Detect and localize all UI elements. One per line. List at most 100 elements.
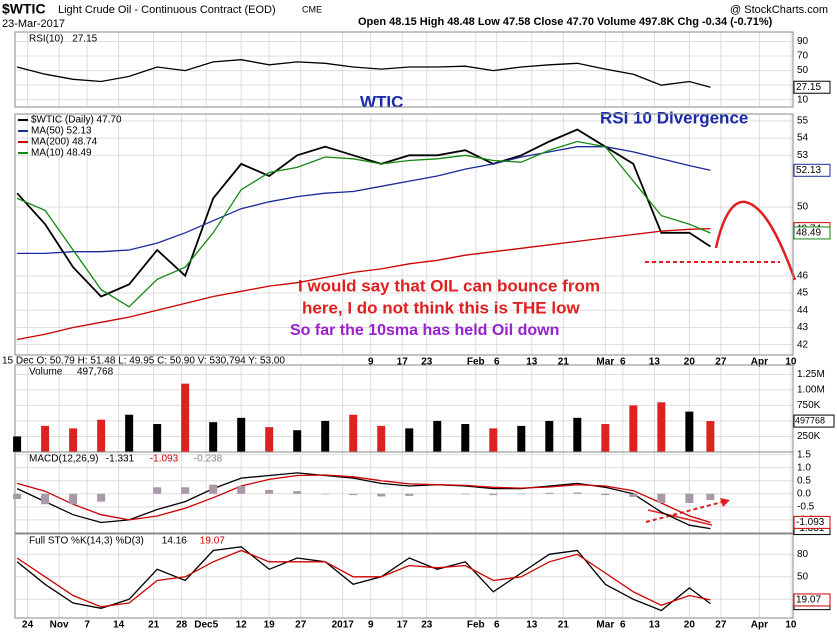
- x-tick-label: Apr: [751, 357, 768, 368]
- volume-bar: [405, 428, 414, 452]
- volume-bar: [601, 424, 610, 452]
- volume-bar: [461, 424, 470, 452]
- value-box: [793, 163, 831, 177]
- y-tick-label: 1.5: [797, 449, 811, 460]
- x-tick-label: 9: [368, 357, 374, 368]
- histogram-bar: [69, 493, 78, 505]
- legend-entry: $WTIC (Daily) 47.70: [31, 115, 122, 126]
- panel-frame: [14, 113, 794, 356]
- y-tick-label: 1.25M: [797, 369, 825, 380]
- volume-bar: [97, 419, 106, 452]
- volume-bar: [706, 421, 715, 452]
- legend-value: 27.15: [72, 34, 97, 45]
- volume-bar: [181, 383, 190, 452]
- volume-bar: [293, 430, 302, 452]
- panel-title: Full STO %K(14,3) %D(3): [29, 536, 144, 547]
- x-tick-label: 19: [264, 620, 276, 631]
- volume-bar: [13, 436, 22, 452]
- symbol: $WTIC: [2, 1, 46, 17]
- x-tick-label: 27: [715, 620, 727, 631]
- x-tick-label: 20: [684, 357, 696, 368]
- x-tick-label: Nov: [50, 620, 69, 631]
- x-tick-label: Mar: [596, 357, 614, 368]
- value-box: [793, 593, 831, 607]
- x-tick-label: 17: [397, 357, 409, 368]
- value-box-label: 52.13: [796, 165, 821, 176]
- x-tick-label: 12: [236, 620, 248, 631]
- x-tick-label: 9: [368, 620, 374, 631]
- histogram-bar: [181, 487, 190, 494]
- x-tick-label: 23: [421, 620, 433, 631]
- y-tick-label: 43: [797, 322, 809, 333]
- y-tick-label: -0.5: [797, 502, 815, 513]
- y-tick-label: 42: [797, 339, 809, 350]
- series-line: [16, 227, 711, 341]
- histogram-bar: [97, 493, 106, 502]
- series-line: [16, 128, 711, 298]
- y-tick-label: 0.5: [797, 475, 811, 486]
- volume-bar: [125, 414, 134, 452]
- legend-value: -1.093: [150, 454, 179, 465]
- date: 23-Mar-2017: [2, 18, 65, 30]
- y-tick-label: 70: [797, 51, 809, 62]
- x-tick-label: 13: [649, 357, 661, 368]
- panel-title: MACD(12,26,9): [29, 454, 98, 465]
- x-tick-label: 21: [558, 620, 570, 631]
- volume-bar: [657, 402, 666, 452]
- histogram-bar: [545, 492, 554, 494]
- histogram-bar: [657, 493, 666, 503]
- y-tick-label: 50: [797, 65, 809, 76]
- legend-entry: MA(50) 52.13: [31, 126, 92, 137]
- legend-value: 14.16: [162, 536, 187, 547]
- macd-trend: [647, 509, 713, 526]
- y-tick-label: 1.0: [797, 462, 811, 473]
- series-line: [17, 146, 711, 255]
- y-tick-label: 750K: [797, 400, 821, 411]
- annotation-line: here, I do not think this is THE low: [302, 298, 580, 317]
- value-box: [793, 515, 831, 529]
- y-tick-label: 0.0: [797, 488, 811, 499]
- histogram-bar: [321, 493, 330, 495]
- volume-bar: [573, 417, 582, 452]
- volume-bar: [237, 417, 246, 452]
- x-tick-label: 10: [785, 620, 797, 631]
- histogram-bar: [489, 493, 498, 496]
- histogram-bar: [41, 493, 50, 505]
- value-box: [793, 80, 831, 94]
- y-tick-label: 55: [797, 116, 809, 127]
- annotation-line: So far the 10sma has held Oil down: [290, 322, 559, 339]
- series-line: [16, 472, 711, 530]
- quote: Open 48.15 High 48.48 Low 47.58 Close 47…: [358, 16, 773, 28]
- series-line: [16, 549, 711, 608]
- y-tick-label: 44: [797, 305, 809, 316]
- volume-bar: [433, 420, 442, 452]
- arrow-head: [720, 498, 730, 507]
- x-tick-label: 28: [176, 620, 188, 631]
- series-line: [16, 59, 711, 88]
- series-line: [16, 546, 711, 612]
- panel-frame: [14, 451, 794, 534]
- y-tick-label: 10: [797, 94, 809, 105]
- value-box-label: 19.07: [796, 595, 821, 606]
- value-box-label: 497768: [795, 415, 825, 425]
- y-tick-label: 46: [797, 270, 809, 281]
- histogram-bar: [209, 484, 218, 494]
- annotation-line: I would say that OIL can bounce from: [298, 276, 600, 295]
- x-tick-label: 17: [397, 620, 409, 631]
- x-tick-label: 6: [620, 620, 626, 631]
- x-tick-label: 13: [649, 620, 661, 631]
- panel-title: Volume: [29, 367, 63, 378]
- histogram-bar: [517, 493, 526, 495]
- y-tick-label: 53: [797, 150, 809, 161]
- value-box-label: 48.49: [796, 228, 821, 239]
- volume-bar: [265, 427, 274, 452]
- x-tick-label: 2017: [332, 620, 355, 631]
- x-tick-label: Feb: [467, 357, 485, 368]
- legend-value: -0.238: [194, 454, 223, 465]
- y-tick-label: 90: [797, 36, 809, 47]
- legend-entry: MA(10) 48.49: [31, 148, 92, 159]
- exchange: CME: [302, 4, 322, 14]
- volume-bar: [321, 420, 330, 452]
- legend-value: -1.331: [106, 454, 135, 465]
